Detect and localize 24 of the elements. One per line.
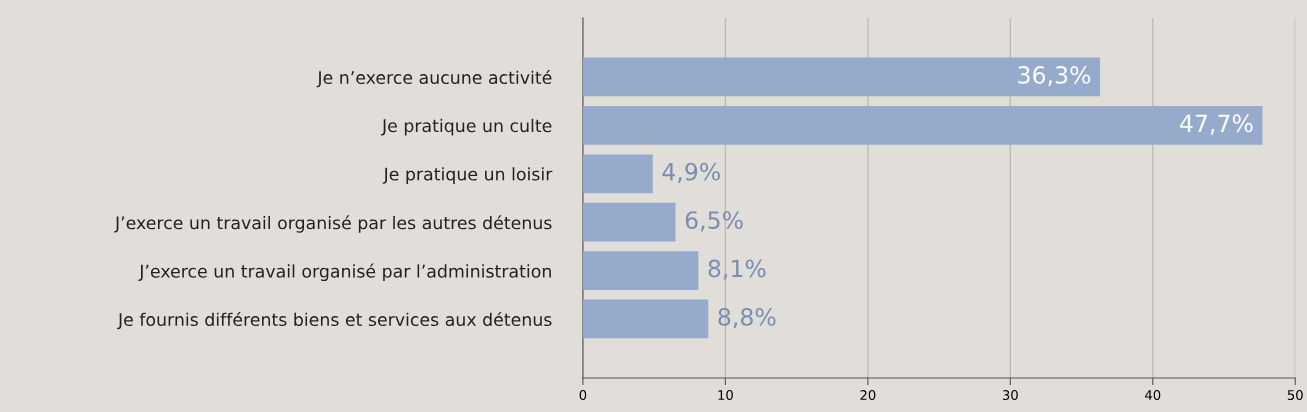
- x-tick-label: 0: [579, 390, 587, 401]
- data-label: 47,7%: [1180, 114, 1253, 135]
- bar: [582, 251, 699, 290]
- x-tick-label: 50: [1287, 390, 1303, 401]
- bar: [582, 202, 676, 242]
- y-tick-label: J’exerce un travail organisé par les autres détenus: [114, 215, 552, 233]
- x-tick-label: 10: [718, 390, 733, 401]
- bar: [582, 106, 1263, 145]
- data-label: 36,3%: [1018, 65, 1091, 87]
- data-label: 4,9%: [662, 162, 720, 184]
- x-tick-label: 20: [860, 390, 876, 401]
- y-tick-label: Je pratique un culte: [381, 118, 552, 136]
- bar: [582, 57, 1101, 97]
- data-label: 6,5%: [685, 211, 743, 232]
- bar: [582, 154, 653, 194]
- bar: [582, 299, 709, 339]
- y-tick-label: Je n’exerce aucune activité: [316, 69, 552, 88]
- x-tick-label: 40: [1145, 390, 1161, 401]
- data-label: 8,8%: [718, 307, 776, 329]
- x-tick-label: 30: [1002, 390, 1018, 401]
- y-tick-label: J’exerce un travail organisé par l’administration: [138, 263, 551, 282]
- y-tick-label: Je fournis différents biens et services aux détenus: [117, 311, 552, 330]
- data-label: 8,1%: [708, 259, 766, 280]
- y-tick-label: Je pratique un loisir: [382, 167, 553, 184]
